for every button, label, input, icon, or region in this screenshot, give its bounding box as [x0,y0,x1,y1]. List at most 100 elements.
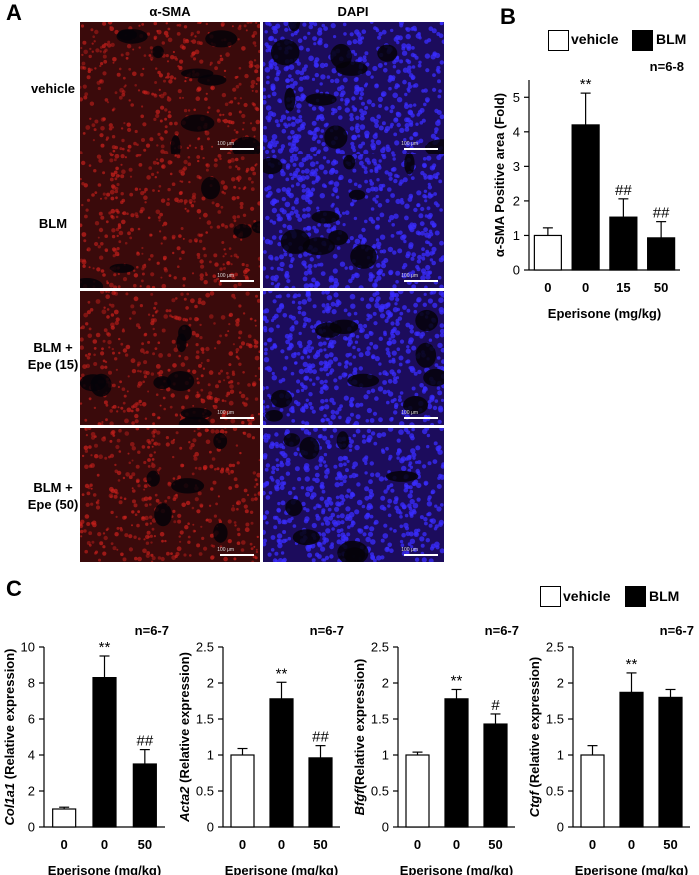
bar [52,808,77,828]
scale-bar-label: 100 μm [217,141,234,147]
x-category-label: 50 [138,837,152,852]
significance-label: ## [136,733,153,750]
significance-label: ** [580,76,592,93]
micrograph-sma-row-3: 100 μm [80,291,260,425]
column-header-sma: α-SMA [149,4,191,19]
x-category-label: 0 [239,837,246,852]
y-tick-label: 2 [382,676,389,691]
gene-name: Bfgf [352,788,367,816]
bar [483,723,508,828]
bar [92,676,117,828]
x-axis-label: Eperisone (mg/kg) [400,863,513,875]
y-tick-label: 3 [513,159,520,174]
bar [658,696,683,828]
legend-c-blm-swatch [625,586,646,607]
row-label-blm-epe50: BLM + Epe (50) [18,479,88,513]
y-tick-label: 8 [28,676,35,691]
y-tick-label: 2.5 [546,640,564,655]
scale-bar-label: 100 μm [401,141,418,147]
y-tick-label: 0 [28,820,35,835]
panel-c-letter: C [6,576,22,601]
y-tick-label: 5 [513,90,520,105]
y-tick-label: 1 [207,748,214,763]
significance-label: ** [451,672,463,689]
legend-blm-label: BLM [656,31,687,47]
x-category-label: 0 [628,837,635,852]
scale-bar [404,280,438,282]
y-tick-label: 0 [513,263,520,278]
y-tick-label: 2.5 [371,640,389,655]
chart-c-col1a1: 0 2 4 6 8 10 0 ** 0 ## 50 Eperisone (mg/kg) n=6-7 Col… [2,623,169,875]
scale-bar-label: 100 μm [217,547,234,553]
gene-name: Col1a1 [2,783,17,826]
y-tick-label: 1 [513,228,520,243]
y-tick-label: 2.5 [196,640,214,655]
significance-label: ** [99,639,111,656]
scale-bar-label: 100 μm [401,410,418,416]
x-category-label: 0 [101,837,108,852]
row-label-blm: BLM [18,215,88,232]
y-axis-unit: (Relative expression) [2,648,17,782]
y-tick-label: 1 [557,748,564,763]
chart-c-ctgf: 0 0.5 1 1.5 2 2.5 0 ** 0 50 Eperisone (mg/kg) n=6-7… [527,623,694,875]
bar [580,754,605,828]
row-label-vehicle: vehicle [18,80,88,97]
scale-bar [220,148,254,150]
y-tick-label: 1.5 [196,712,214,727]
y-tick-label: 2 [28,784,35,799]
significance-label: ## [312,729,329,746]
scale-bar-label: 100 μm [217,410,234,416]
x-axis-label: Eperisone (mg/kg) [225,863,338,875]
n-label: n=6-7 [310,623,344,638]
significance-label: ** [276,665,288,682]
x-category-label: 50 [488,837,502,852]
panel-a-letter: A [6,0,22,25]
n-label: n=6-8 [650,59,684,74]
y-tick-label: 6 [28,712,35,727]
significance-label: ## [653,205,670,222]
x-axis-label: Eperisone (mg/kg) [575,863,688,875]
scale-bar [220,280,254,282]
y-tick-label: 0.5 [546,784,564,799]
y-axis-unit: (Relative expression) [352,659,367,790]
row-label-line: BLM + [33,340,73,355]
y-tick-label: 0.5 [371,784,389,799]
n-label: n=6-7 [135,623,169,638]
bar [405,754,430,828]
y-tick-label: 2 [513,193,520,208]
y-axis-label: Col1a1 (Relative expression) [2,648,17,825]
legend-blm-swatch [632,30,653,51]
y-tick-label: 2 [557,676,564,691]
bar [571,124,600,271]
scale-bar [404,148,438,150]
significance-label: # [491,697,500,714]
x-category-label: 0 [414,837,421,852]
scale-bar-label: 100 μm [217,273,234,279]
scale-bar [404,554,438,556]
x-category-label: 50 [313,837,327,852]
x-category-label: 15 [616,280,630,295]
y-tick-label: 4 [28,748,35,763]
y-axis-label: α-SMA Positive area (Fold) [492,93,507,257]
legend-vehicle-swatch [548,30,569,51]
y-axis-label: Bfgf(Relative expression) [352,659,367,816]
bar [269,698,294,828]
y-axis-unit: (Relative expression) [177,652,192,786]
y-tick-label: 4 [513,124,520,139]
y-tick-label: 0 [382,820,389,835]
y-tick-label: 0 [557,820,564,835]
scale-bar-label: 100 μm [401,547,418,553]
chart-c-acta2: 0 0.5 1 1.5 2 2.5 0 ** 0 ## 50 Eperisone (mg/kg) n=6… [177,623,344,875]
scale-bar-label: 100 μm [401,273,418,279]
x-axis-label: Eperisone (mg/kg) [48,863,161,875]
micrograph-sma-row-4: 100 μm [80,428,260,562]
x-category-label: 0 [582,280,589,295]
bar [132,763,157,828]
x-category-label: 0 [61,837,68,852]
legend-c-blm-label: BLM [649,588,680,604]
row-label-blm-epe15: BLM + Epe (15) [18,339,88,373]
micrograph-sma-row-2: 100 μm [80,154,260,288]
bar [444,698,469,828]
significance-label: ** [626,656,638,673]
y-axis-label: Ctgf (Relative expression) [527,657,542,817]
